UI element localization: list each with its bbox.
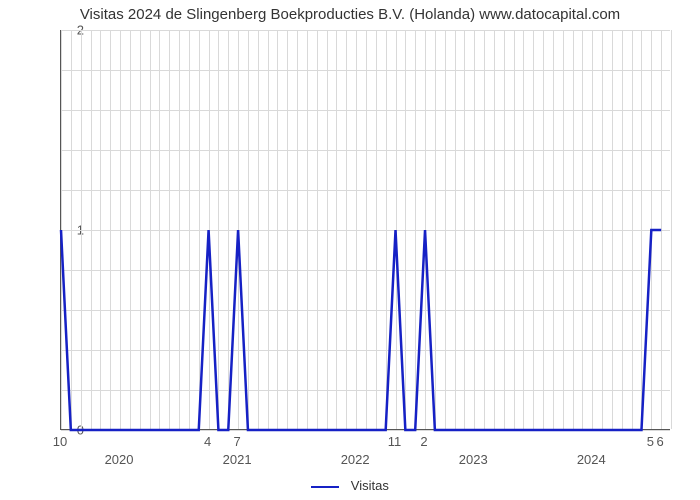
gridline-v <box>671 30 672 429</box>
x-year-label: 2023 <box>459 452 488 467</box>
plot-container <box>60 30 670 430</box>
x-spike-label: 10 <box>53 434 67 449</box>
x-spike-label: 4 <box>204 434 211 449</box>
x-spike-label: 11 <box>388 434 402 449</box>
legend: Visitas <box>0 478 700 493</box>
x-year-label: 2021 <box>223 452 252 467</box>
plot-area <box>60 30 670 430</box>
line-series <box>61 30 671 430</box>
x-year-label: 2022 <box>341 452 370 467</box>
x-spike-label: 7 <box>233 434 240 449</box>
legend-label: Visitas <box>351 478 389 493</box>
x-spike-label: 6 <box>657 434 664 449</box>
chart-container: Visitas 2024 de Slingenberg Boekproducti… <box>0 0 700 500</box>
x-spike-label: 5 <box>647 434 654 449</box>
x-year-label: 2024 <box>577 452 606 467</box>
x-spike-label: 2 <box>420 434 427 449</box>
x-year-label: 2020 <box>105 452 134 467</box>
legend-swatch <box>311 486 339 488</box>
chart-title: Visitas 2024 de Slingenberg Boekproducti… <box>0 0 700 28</box>
